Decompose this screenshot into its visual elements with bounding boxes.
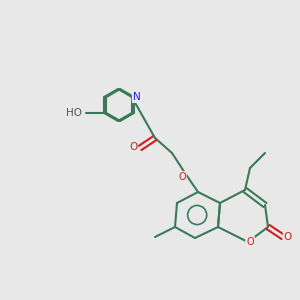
Text: O: O — [178, 172, 186, 182]
Text: O: O — [246, 237, 254, 247]
Text: N: N — [133, 92, 141, 102]
Text: HO: HO — [66, 108, 82, 118]
Text: O: O — [284, 232, 292, 242]
Text: O: O — [129, 142, 137, 152]
